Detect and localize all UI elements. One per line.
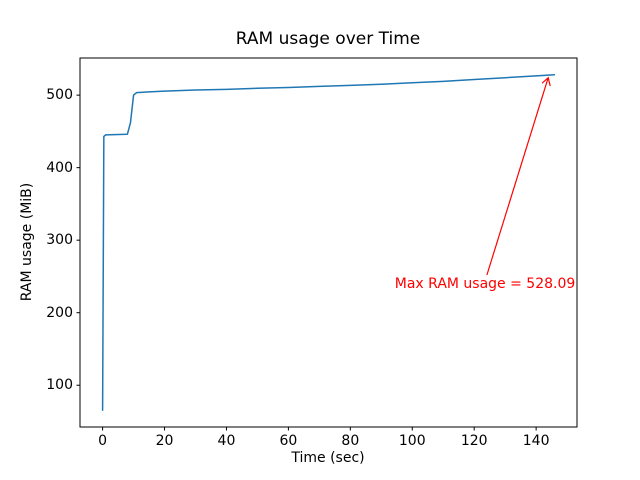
x-tick-label: 120 <box>460 433 488 449</box>
x-axis-label: Time (sec) <box>291 450 365 466</box>
y-axis-label: RAM usage (MiB) <box>19 182 35 302</box>
axes-spines <box>79 57 578 428</box>
x-tick-label: 100 <box>398 433 426 449</box>
annotation-arrow <box>486 78 548 276</box>
y-tick-label: 400 <box>46 159 73 176</box>
max-ram-annotation: Max RAM usage = 528.09 <box>394 276 576 293</box>
x-tick-label: 0 <box>98 433 108 449</box>
y-tick-label: 200 <box>46 304 73 321</box>
ram-usage-line <box>101 74 556 411</box>
y-tick-label: 100 <box>46 377 73 394</box>
y-tick-label: 500 <box>46 87 73 104</box>
chart-title: RAM usage over Time <box>235 29 421 49</box>
x-tick-label: 40 <box>217 433 236 449</box>
x-tick-label: 60 <box>279 433 298 449</box>
x-tick-label: 140 <box>522 433 550 449</box>
x-tick-label: 20 <box>155 433 174 449</box>
y-tick-label: 300 <box>46 232 73 249</box>
x-tick-label: 80 <box>341 433 360 449</box>
